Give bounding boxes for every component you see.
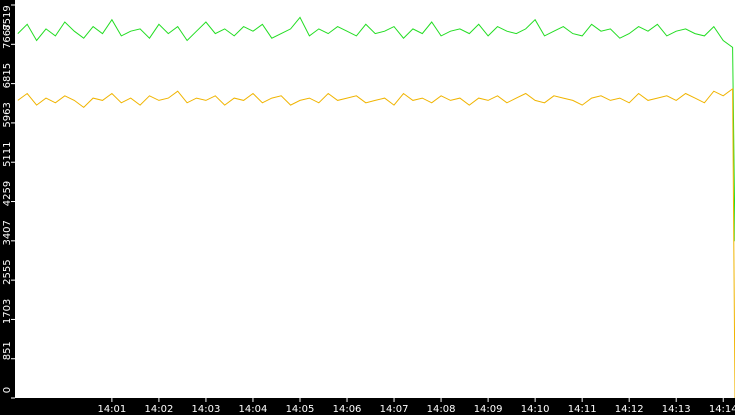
x-tick-label: 14:11 <box>568 404 597 415</box>
y-axis-band <box>0 0 15 415</box>
x-axis-band <box>0 398 735 415</box>
x-tick-label: 14:08 <box>427 404 456 415</box>
y-tick-label: 4259 <box>2 181 13 206</box>
y-tick-label: 851 <box>2 341 13 360</box>
y-tick-label: 8519 <box>2 5 13 30</box>
y-tick-label: 2555 <box>2 259 13 284</box>
series-line <box>17 16 735 242</box>
y-tick-label: 7667 <box>2 24 13 49</box>
y-tick-label: 3407 <box>2 220 13 245</box>
x-tick-label: 14:03 <box>192 404 221 415</box>
x-tick-label: 14:01 <box>97 404 126 415</box>
series-line <box>17 87 735 399</box>
x-tick-label: 14:09 <box>474 404 503 415</box>
x-tick-label: 14:07 <box>380 404 409 415</box>
x-tick-label: 14:14 <box>709 404 735 415</box>
y-tick-label: 5111 <box>2 141 13 166</box>
x-tick-label: 14:13 <box>662 404 691 415</box>
x-tick-label: 14:05 <box>286 404 315 415</box>
x-tick-label: 14:06 <box>333 404 362 415</box>
y-tick-label: 6815 <box>2 63 13 88</box>
x-tick-label: 14:10 <box>521 404 550 415</box>
x-tick-label: 14:12 <box>615 404 644 415</box>
y-tick-label: 0 <box>2 387 13 393</box>
y-tick-label: 1703 <box>2 299 13 324</box>
x-tick-label: 14:04 <box>239 404 268 415</box>
y-tick-label: 5963 <box>2 102 13 127</box>
x-tick-label: 14:02 <box>144 404 173 415</box>
